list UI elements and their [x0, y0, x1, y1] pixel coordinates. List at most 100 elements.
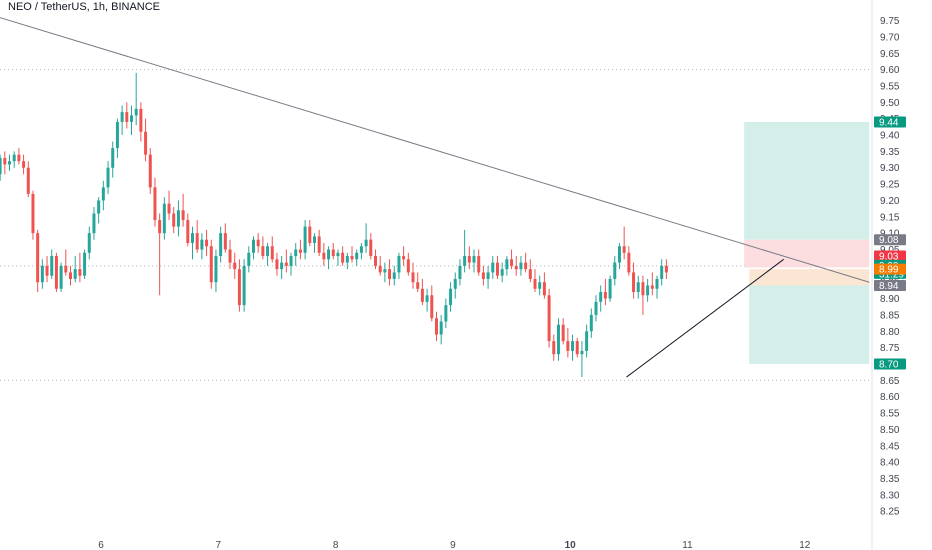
- grid-lines: [0, 0, 873, 550]
- candle-body-down: [172, 213, 176, 227]
- candles: [0, 72, 668, 378]
- candle-body-down: [566, 341, 570, 351]
- candle-body-up: [294, 249, 298, 257]
- candle-body-down: [514, 265, 518, 270]
- candle-body-up: [219, 233, 223, 257]
- candle-body-up: [111, 148, 115, 168]
- candle-body-down: [261, 246, 265, 257]
- candle-body-down: [373, 256, 377, 266]
- candle-body-up: [40, 265, 44, 283]
- candle-body-up: [176, 210, 180, 227]
- candle-body-down: [26, 167, 30, 194]
- price-tick-label: 9.65: [880, 49, 900, 60]
- candle-body-down: [561, 324, 565, 342]
- candle-body-up: [0, 157, 2, 175]
- candle-body-up: [383, 269, 387, 273]
- price-tick-label: 8.90: [880, 294, 900, 305]
- candle-body-down: [54, 256, 58, 289]
- candle-body-down: [3, 157, 7, 165]
- candle-body-up: [327, 249, 331, 260]
- price-tag-value: 9.03: [879, 252, 899, 263]
- price-tick-label: 9.55: [880, 81, 900, 92]
- ascending-support-line[interactable]: [626, 258, 784, 378]
- candle-body-up: [83, 252, 87, 276]
- candle-body-down: [411, 272, 415, 283]
- candle-body-down: [17, 154, 21, 162]
- candle-body-up: [444, 305, 448, 322]
- date-axis[interactable]: 6 7 8 9 10 11 12: [98, 540, 811, 550]
- candle-body-up: [162, 203, 166, 234]
- candle-body-up: [486, 272, 490, 279]
- candle-body-down: [223, 233, 227, 250]
- candle-body-down: [153, 187, 157, 221]
- candle-body-down: [69, 272, 73, 279]
- price-tick-label: 9.15: [880, 212, 900, 223]
- candle-body-down: [237, 269, 241, 306]
- candle-body-down: [148, 154, 152, 188]
- candle-body-down: [167, 203, 171, 214]
- candle-body-up: [636, 282, 640, 293]
- date-tick-label: 10: [565, 540, 577, 550]
- candle-body-up: [8, 161, 12, 165]
- candle-body-down: [78, 269, 82, 276]
- target-zone[interactable]: [744, 121, 870, 240]
- candle-body-up: [247, 252, 251, 266]
- candle-body-up: [214, 256, 218, 283]
- price-tick-label: 8.35: [880, 474, 900, 485]
- position-zones[interactable]: [744, 121, 870, 364]
- candle-body-up: [613, 262, 617, 279]
- candle-body-up: [571, 341, 575, 351]
- candle-body-down: [434, 318, 438, 335]
- candle-body-up: [453, 278, 457, 289]
- price-tick-label: 8.25: [880, 507, 900, 518]
- candle-body-down: [406, 259, 410, 273]
- candle-body-down: [402, 256, 406, 260]
- price-tick-label: 9.60: [880, 65, 900, 76]
- candle-body-up: [599, 292, 603, 302]
- candle-body-up: [303, 226, 307, 253]
- date-tick-label: 7: [216, 540, 222, 550]
- price-tag-box: [874, 279, 906, 291]
- candle-body-up: [392, 272, 396, 279]
- candle-body-down: [22, 161, 26, 168]
- date-tick-label: 8: [333, 540, 339, 550]
- candle-body-up: [266, 246, 270, 257]
- candle-body-down: [528, 269, 532, 279]
- price-tag-box: [874, 234, 906, 246]
- candle-body-up: [458, 265, 462, 279]
- candle-body-down: [420, 288, 424, 302]
- descending-trendline[interactable]: [0, 17, 870, 283]
- candle-body-down: [510, 259, 514, 266]
- candle-body-down: [388, 269, 392, 279]
- candle-body-down: [477, 256, 481, 273]
- candle-body-up: [364, 239, 368, 247]
- candle-body-down: [139, 108, 143, 132]
- candle-body-up: [59, 265, 63, 289]
- price-tag-value: 9.08: [879, 235, 899, 246]
- candle-body-down: [205, 239, 209, 247]
- candle-body-down: [350, 256, 354, 260]
- candle-body-down: [378, 265, 382, 273]
- drawn-lines[interactable]: [0, 17, 870, 378]
- chart-title: NEO / TetherUS, 1h, BINANCE: [8, 1, 161, 13]
- candle-body-down: [144, 131, 148, 155]
- candle-body-up: [580, 350, 584, 355]
- price-tick-label: 8.55: [880, 409, 900, 420]
- candle-body-up: [200, 239, 204, 250]
- candle-body-down: [430, 295, 434, 319]
- candle-body-down: [284, 262, 288, 266]
- candle-body-down: [627, 252, 631, 273]
- candle-body-up: [120, 112, 124, 122]
- date-tick-label: 11: [682, 540, 693, 550]
- price-tick-label: 9.10: [880, 229, 900, 240]
- price-tag-value: 9.44: [879, 117, 899, 128]
- candle-body-up: [660, 265, 664, 279]
- candle-body-down: [36, 233, 40, 283]
- candle-body-up: [50, 256, 54, 276]
- candle-body-down: [622, 246, 626, 253]
- candle-body-down: [275, 259, 279, 270]
- candle-body-up: [538, 282, 542, 289]
- candle-body-up: [12, 154, 16, 162]
- lower-target-zone[interactable]: [749, 285, 870, 364]
